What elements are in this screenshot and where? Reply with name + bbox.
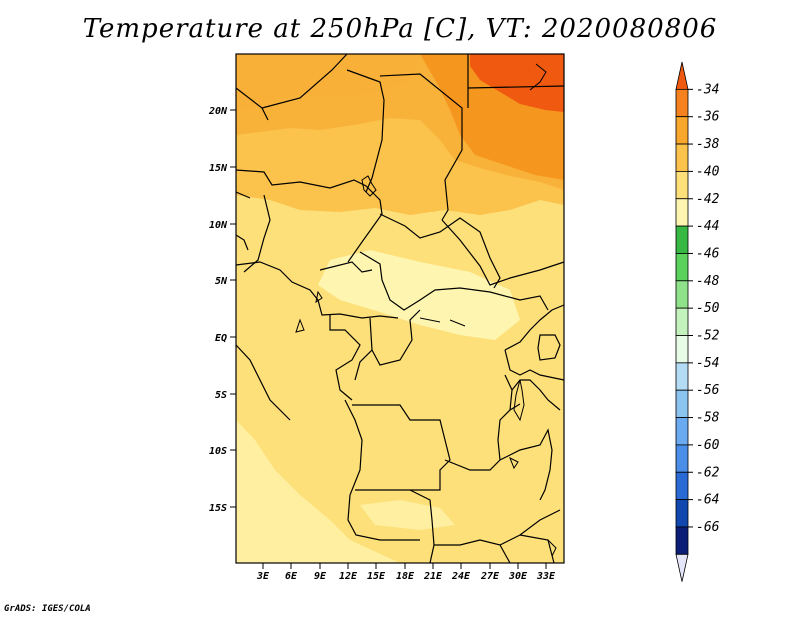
field-ne-hot [470, 54, 564, 112]
chart-title: Temperature at 250hPa [C], VT: 202008080… [82, 14, 718, 44]
colorbar-label: -36 [696, 110, 720, 125]
colorbar-label: -60 [696, 438, 720, 453]
lon-label: 9E [314, 571, 327, 582]
temperature-field [236, 54, 564, 563]
colorbar-label: -66 [696, 520, 720, 535]
lon-axis: 3E 6E 9E 12E 15E 18E 21E 24E 27E 30E 33E [256, 563, 556, 582]
colorbar-triangle-bottom [675, 553, 689, 582]
lon-label: 24E [451, 571, 471, 582]
lat-label: 10S [209, 446, 227, 457]
colorbar-label: -34 [696, 82, 719, 97]
lon-label: 12E [339, 571, 358, 582]
lat-label: 10N [209, 220, 228, 231]
colorbar-swatch [675, 143, 689, 172]
lon-label: 18E [396, 571, 415, 582]
lon-label: 6E [285, 571, 298, 582]
colorbar-label: -64 [696, 493, 719, 508]
plot-frame [235, 53, 565, 564]
credit-label: GrADS: IGES/COLA [4, 604, 91, 614]
colorbar-swatch [675, 116, 689, 145]
colorbar-label: -52 [696, 329, 720, 344]
lat-axis: 20N 15N 10N 5N EQ 5S 10S 15S [208, 106, 236, 514]
colorbar-swatch [675, 280, 689, 309]
colorbar-label: -42 [696, 192, 720, 207]
colorbar-triangle-top [675, 61, 689, 90]
colorbar-label: -40 [696, 164, 720, 179]
colorbar-swatch [675, 417, 689, 446]
colorbar-swatch [675, 88, 689, 118]
lat-label: 20N [208, 106, 228, 117]
colorbar-label: -62 [696, 465, 720, 480]
colorbar-label: -54 [696, 356, 719, 371]
field-nw-orange [236, 54, 420, 112]
colorbar-label: -50 [696, 301, 720, 316]
colorbar-swatch [675, 362, 689, 391]
colorbar-swatch [675, 170, 689, 200]
lon-label: 21E [423, 571, 443, 582]
lon-label: 3E [256, 571, 270, 582]
lon-label: 30E [508, 571, 528, 582]
lat-label: 15N [209, 163, 228, 174]
lon-label: 27E [480, 571, 500, 582]
lakes-coast [295, 63, 557, 557]
colorbar-swatch [675, 444, 689, 473]
lat-label: 5N [215, 276, 228, 287]
colorbar: -34 -36 -38 -40 -42 -44 -46 -48 -50 -52 -54 -56 -58 -… [675, 61, 720, 582]
colorbar-swatch [675, 471, 689, 501]
colorbar-label: -58 [696, 411, 720, 426]
colorbar-swatch [675, 307, 689, 336]
colorbar-swatch [675, 335, 689, 364]
colorbar-swatch [675, 389, 689, 418]
colorbar-label: -38 [696, 137, 720, 152]
lon-label: 33E [536, 571, 556, 582]
lat-label: EQ [215, 333, 227, 344]
colorbar-swatch [675, 499, 689, 528]
colorbar-label: -48 [696, 274, 720, 289]
lon-label: 15E [367, 571, 386, 582]
lat-label: 15S [209, 503, 227, 514]
colorbar-label: -46 [696, 246, 720, 261]
colorbar-swatch [675, 198, 689, 227]
colorbar-swatch [675, 526, 689, 555]
field-sw-light [236, 420, 400, 563]
field-central-light [318, 250, 520, 340]
colorbar-swatch [675, 253, 689, 282]
lat-label: 5S [215, 390, 227, 401]
colorbar-swatch [675, 225, 689, 254]
colorbar-label: -44 [696, 219, 719, 234]
colorbar-label: -56 [696, 383, 720, 398]
